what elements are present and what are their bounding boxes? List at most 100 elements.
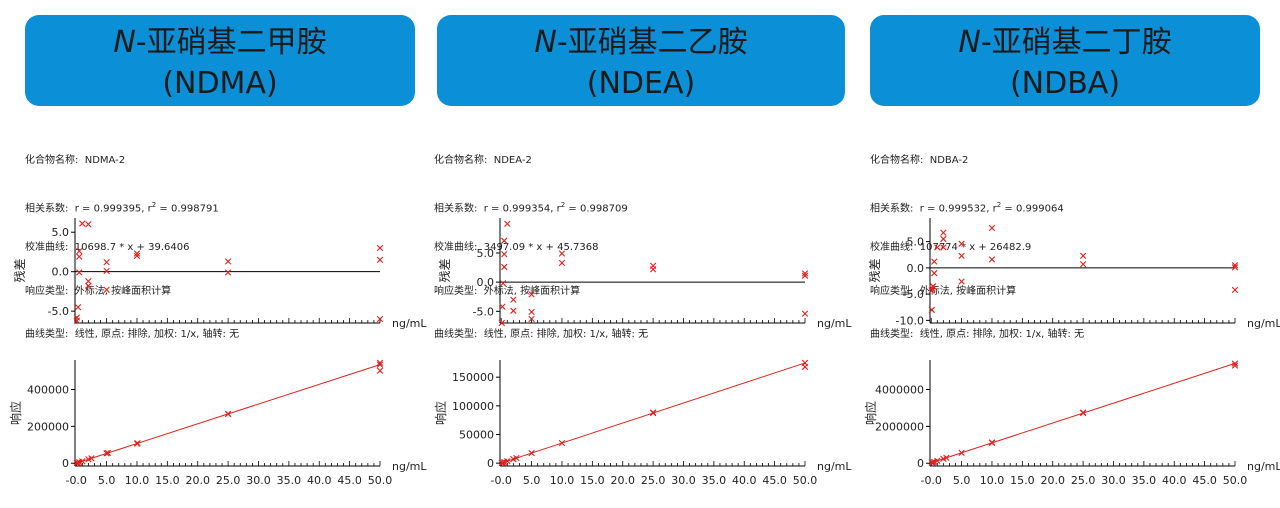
x-axis-label: ng/mL <box>1247 460 1280 473</box>
data-point <box>79 220 86 227</box>
data-point-stroke <box>934 244 941 251</box>
y-tick-label: 0 <box>487 457 494 470</box>
data-point-stroke <box>528 308 535 316</box>
data-point-stroke <box>1231 264 1239 271</box>
data-point <box>931 269 938 277</box>
data-point <box>376 256 384 264</box>
correlation: 相关系数: r = 0.999395, r2 = 0.998791 <box>25 200 219 214</box>
y-tick-label: -5.0 <box>48 305 69 318</box>
data-point <box>1079 261 1087 268</box>
data-point <box>76 269 83 276</box>
data-point-stroke <box>103 450 110 457</box>
data-point <box>501 250 508 258</box>
data-point <box>801 270 809 277</box>
y-axis-label: 残差 <box>438 258 452 282</box>
y-axis-label: 残差 <box>868 258 882 282</box>
data-point-stroke <box>649 409 657 416</box>
data-point <box>501 263 508 271</box>
data-point <box>1231 264 1239 271</box>
data-point-stroke <box>649 262 657 270</box>
curve-type: 曲线类型: 线性, 原点: 排除, 加权: 1/x, 轴转: 无 <box>434 329 649 340</box>
data-point <box>801 272 809 279</box>
data-point <box>76 253 83 260</box>
data-point-stroke <box>74 304 82 311</box>
data-point <box>103 267 110 275</box>
data-point <box>74 304 82 311</box>
data-point-stroke <box>498 319 506 327</box>
data-point-stroke <box>931 258 938 265</box>
data-point-stroke <box>376 361 384 368</box>
x-tick-label: 10.0 <box>980 474 1005 487</box>
ndma-residual-plot: -5.0 0.0 5.0 残差 ng/mL <box>13 218 427 330</box>
data-point <box>958 449 965 457</box>
ndma-panel: N-亚硝基二甲胺 (NDMA) 化合物名称: NDMA-2 相关系数: r = … <box>0 0 427 508</box>
x-tick-label: 30.0 <box>246 474 271 487</box>
y-tick-label: 0.0 <box>477 276 495 289</box>
data-point-stroke <box>501 263 508 271</box>
data-point <box>85 277 92 285</box>
data-point <box>931 258 938 265</box>
ndea-panel: N-亚硝基二乙胺 (NDEA) 化合物名称: NDEA-2 相关系数: r = … <box>425 0 852 508</box>
data-point <box>376 359 384 366</box>
ndba-abbr: (NDBA) <box>1009 66 1121 101</box>
data-point-stroke <box>528 449 535 457</box>
data-point <box>801 363 809 371</box>
data-point-stroke <box>801 272 809 279</box>
data-point-stroke <box>224 410 232 418</box>
data-point-stroke <box>929 459 936 466</box>
x-unit-label: ng/mL <box>392 317 427 330</box>
data-point <box>499 280 507 287</box>
data-point-stroke <box>988 256 996 263</box>
data-point <box>558 439 566 447</box>
data-point-stroke <box>85 282 92 290</box>
x-tick-label: 30.0 <box>1101 474 1126 487</box>
data-point-stroke <box>501 237 508 244</box>
data-point-stroke <box>1231 362 1239 369</box>
data-point-stroke <box>79 458 86 465</box>
x-tick-label: 15.0 <box>580 474 605 487</box>
data-point-stroke <box>929 283 937 290</box>
data-point <box>134 440 141 447</box>
data-point-stroke <box>958 240 965 247</box>
data-point <box>934 457 941 464</box>
data-point <box>943 454 950 461</box>
data-point <box>510 307 517 314</box>
data-point-stroke <box>85 277 92 285</box>
curve-type: 曲线类型: 线性, 原点: 排除, 加权: 1/x, 轴转: 无 <box>870 329 1085 340</box>
data-point <box>1231 262 1239 269</box>
data-point <box>73 314 81 321</box>
y-axis-label: 响应 <box>8 401 23 425</box>
data-point-stroke <box>940 244 947 251</box>
data-point-stroke <box>224 258 232 265</box>
y-tick-label: 400000 <box>27 383 69 396</box>
data-point-stroke <box>1231 360 1239 367</box>
x-unit-label: ng/mL <box>1247 317 1280 330</box>
ndba-title: N-亚硝基二丁胺 <box>958 25 1172 60</box>
data-point-stroke <box>85 221 92 228</box>
x-tick-label: 30.0 <box>671 474 696 487</box>
data-point <box>88 455 95 462</box>
y-tick-label: 5.0 <box>907 236 925 249</box>
data-point-stroke <box>103 267 110 275</box>
y-tick-label: 0.0 <box>52 266 70 279</box>
y-tick-label: -5.0 <box>473 305 494 318</box>
data-point <box>504 220 511 228</box>
data-point-stroke <box>988 439 996 446</box>
data-point <box>103 259 110 266</box>
data-point-stroke <box>528 315 535 323</box>
data-point <box>934 244 941 251</box>
data-point <box>988 224 996 232</box>
data-point <box>510 296 517 303</box>
y-axis-label: 响应 <box>433 401 448 425</box>
data-point-stroke <box>510 307 517 314</box>
y-tick-label: 100000 <box>452 400 494 413</box>
x-tick-label: 40.0 <box>1162 474 1187 487</box>
data-point-stroke <box>74 459 81 466</box>
data-point <box>958 252 965 259</box>
x-tick-label: 45.0 <box>1192 474 1217 487</box>
y-tick-label: 200000 <box>27 420 69 433</box>
data-point-stroke <box>1079 261 1087 268</box>
data-point <box>133 252 141 260</box>
x-unit-label: ng/mL <box>817 317 852 330</box>
data-point-stroke <box>79 220 86 227</box>
